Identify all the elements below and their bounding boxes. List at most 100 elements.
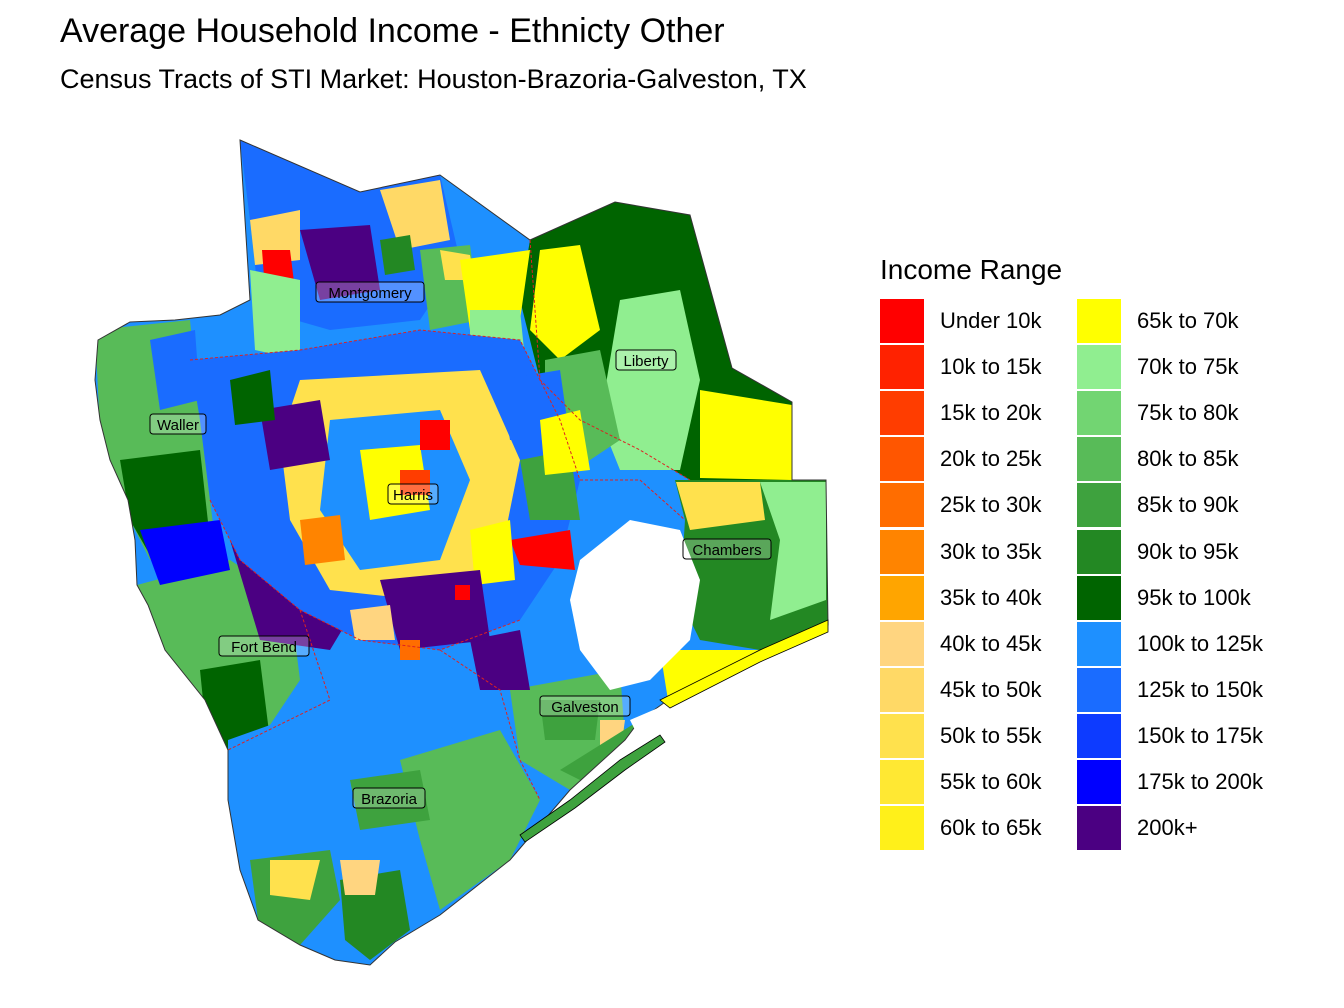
legend-item: 60k to 65k bbox=[880, 805, 1077, 851]
county-label-montgomery: Montgomery bbox=[315, 281, 425, 303]
legend-label: 25k to 30k bbox=[940, 492, 1042, 518]
legend-item: 55k to 60k bbox=[880, 759, 1077, 805]
legend-item: 65k to 70k bbox=[1077, 298, 1277, 344]
legend-label: 65k to 70k bbox=[1137, 308, 1239, 334]
legend-item: 100k to 125k bbox=[1077, 621, 1277, 667]
legend-item: 90k to 95k bbox=[1077, 528, 1277, 574]
county-label-chambers: Chambers bbox=[682, 538, 772, 560]
galveston-island bbox=[519, 734, 666, 843]
legend-label: Under 10k bbox=[940, 308, 1042, 334]
legend-label: 70k to 75k bbox=[1137, 354, 1239, 380]
legend-swatch bbox=[880, 437, 924, 482]
legend-label: 175k to 200k bbox=[1137, 768, 1263, 794]
legend-label: 15k to 20k bbox=[940, 400, 1042, 426]
legend-swatch bbox=[880, 667, 924, 712]
legend-item: 20k to 25k bbox=[880, 436, 1077, 482]
legend-swatch bbox=[880, 483, 924, 528]
legend-label: 60k to 65k bbox=[940, 815, 1042, 841]
legend-item: 50k to 55k bbox=[880, 713, 1077, 759]
legend-label: 95k to 100k bbox=[1137, 584, 1251, 610]
legend-item: 10k to 15k bbox=[880, 344, 1077, 390]
legend-swatch bbox=[880, 806, 924, 851]
legend-label: 35k to 40k bbox=[940, 584, 1042, 610]
legend-swatch bbox=[1077, 621, 1121, 666]
legend-label: 100k to 125k bbox=[1137, 630, 1263, 656]
legend-item: 95k to 100k bbox=[1077, 575, 1277, 621]
legend-item: 15k to 20k bbox=[880, 390, 1077, 436]
legend-swatch bbox=[880, 529, 924, 574]
county-labels: Montgomery Liberty Waller Harris Chamber… bbox=[149, 281, 772, 809]
legend-swatch bbox=[880, 575, 924, 620]
svg-text:Liberty: Liberty bbox=[623, 353, 669, 370]
legend-item: 175k to 200k bbox=[1077, 759, 1277, 805]
svg-text:Montgomery: Montgomery bbox=[328, 285, 412, 302]
legend-item: Under 10k bbox=[880, 298, 1077, 344]
legend-swatch bbox=[1077, 391, 1121, 436]
county-label-fort-bend: Fort Bend bbox=[218, 635, 310, 657]
legend-swatch bbox=[1077, 345, 1121, 390]
legend-label: 150k to 175k bbox=[1137, 722, 1263, 748]
legend-label: 30k to 35k bbox=[940, 538, 1042, 564]
legend-label: 75k to 80k bbox=[1137, 400, 1239, 426]
legend-item: 75k to 80k bbox=[1077, 390, 1277, 436]
legend-swatch bbox=[1077, 299, 1121, 344]
county-boundaries bbox=[189, 239, 691, 801]
region-outline bbox=[94, 139, 829, 966]
legend-item: 45k to 50k bbox=[880, 667, 1077, 713]
legend-label: 80k to 85k bbox=[1137, 446, 1239, 472]
legend-item: 150k to 175k bbox=[1077, 713, 1277, 759]
county-label-waller: Waller bbox=[149, 413, 207, 435]
legend-swatch bbox=[880, 713, 924, 758]
legend-swatch bbox=[1077, 483, 1121, 528]
chart-title: Average Household Income - Ethnicty Othe… bbox=[60, 12, 725, 50]
legend-label: 10k to 15k bbox=[940, 354, 1042, 380]
legend-title: Income Range bbox=[880, 254, 1063, 285]
legend: Income Range Under 10k 10k to 15k 15k to 2… bbox=[880, 254, 1277, 851]
svg-text:Chambers: Chambers bbox=[692, 542, 761, 559]
svg-text:Fort Bend: Fort Bend bbox=[231, 639, 297, 656]
chart-subtitle: Census Tracts of STI Market: Houston-Bra… bbox=[60, 64, 807, 94]
water bbox=[570, 520, 840, 740]
legend-label: 20k to 25k bbox=[940, 446, 1042, 472]
legend-swatch bbox=[1077, 806, 1121, 851]
svg-text:Waller: Waller bbox=[157, 417, 199, 434]
legend-item: 35k to 40k bbox=[880, 575, 1077, 621]
county-label-galveston: Galveston bbox=[539, 695, 631, 717]
svg-text:Galveston: Galveston bbox=[551, 699, 619, 716]
legend-label: 200k+ bbox=[1137, 815, 1198, 841]
legend-items: Under 10k 10k to 15k 15k to 20k 20k to 25k 2… bbox=[880, 298, 1277, 851]
legend-item: 70k to 75k bbox=[1077, 344, 1277, 390]
legend-label: 45k to 50k bbox=[940, 676, 1042, 702]
legend-swatch bbox=[880, 621, 924, 666]
legend-item: 40k to 45k bbox=[880, 621, 1077, 667]
bolivar-peninsula bbox=[659, 619, 829, 709]
county-label-brazoria: Brazoria bbox=[352, 787, 426, 809]
legend-item: 25k to 30k bbox=[880, 482, 1077, 528]
legend-swatch bbox=[1077, 529, 1121, 574]
legend-item: 80k to 85k bbox=[1077, 436, 1277, 482]
legend-label: 125k to 150k bbox=[1137, 676, 1263, 702]
legend-label: 55k to 60k bbox=[940, 768, 1042, 794]
legend-item: 200k+ bbox=[1077, 805, 1277, 851]
legend-item: 30k to 35k bbox=[880, 528, 1077, 574]
legend-swatch bbox=[880, 391, 924, 436]
county-label-harris: Harris bbox=[387, 483, 439, 505]
legend-label: 40k to 45k bbox=[940, 630, 1042, 656]
legend-label: 90k to 95k bbox=[1137, 538, 1239, 564]
legend-swatch bbox=[1077, 437, 1121, 482]
legend-label: 85k to 90k bbox=[1137, 492, 1239, 518]
legend-swatch bbox=[1077, 713, 1121, 758]
legend-item: 125k to 150k bbox=[1077, 667, 1277, 713]
legend-swatch bbox=[880, 345, 924, 390]
legend-swatch bbox=[1077, 575, 1121, 620]
legend-label: 50k to 55k bbox=[940, 722, 1042, 748]
svg-text:Brazoria: Brazoria bbox=[361, 791, 418, 808]
legend-swatch bbox=[880, 759, 924, 804]
legend-swatch bbox=[880, 299, 924, 344]
county-label-liberty: Liberty bbox=[615, 349, 677, 371]
legend-swatch bbox=[1077, 759, 1121, 804]
legend-item: 85k to 90k bbox=[1077, 482, 1277, 528]
choropleth-map: Montgomery Liberty Waller Harris Chamber… bbox=[94, 139, 840, 966]
legend-swatch bbox=[1077, 667, 1121, 712]
svg-text:Harris: Harris bbox=[393, 487, 433, 504]
